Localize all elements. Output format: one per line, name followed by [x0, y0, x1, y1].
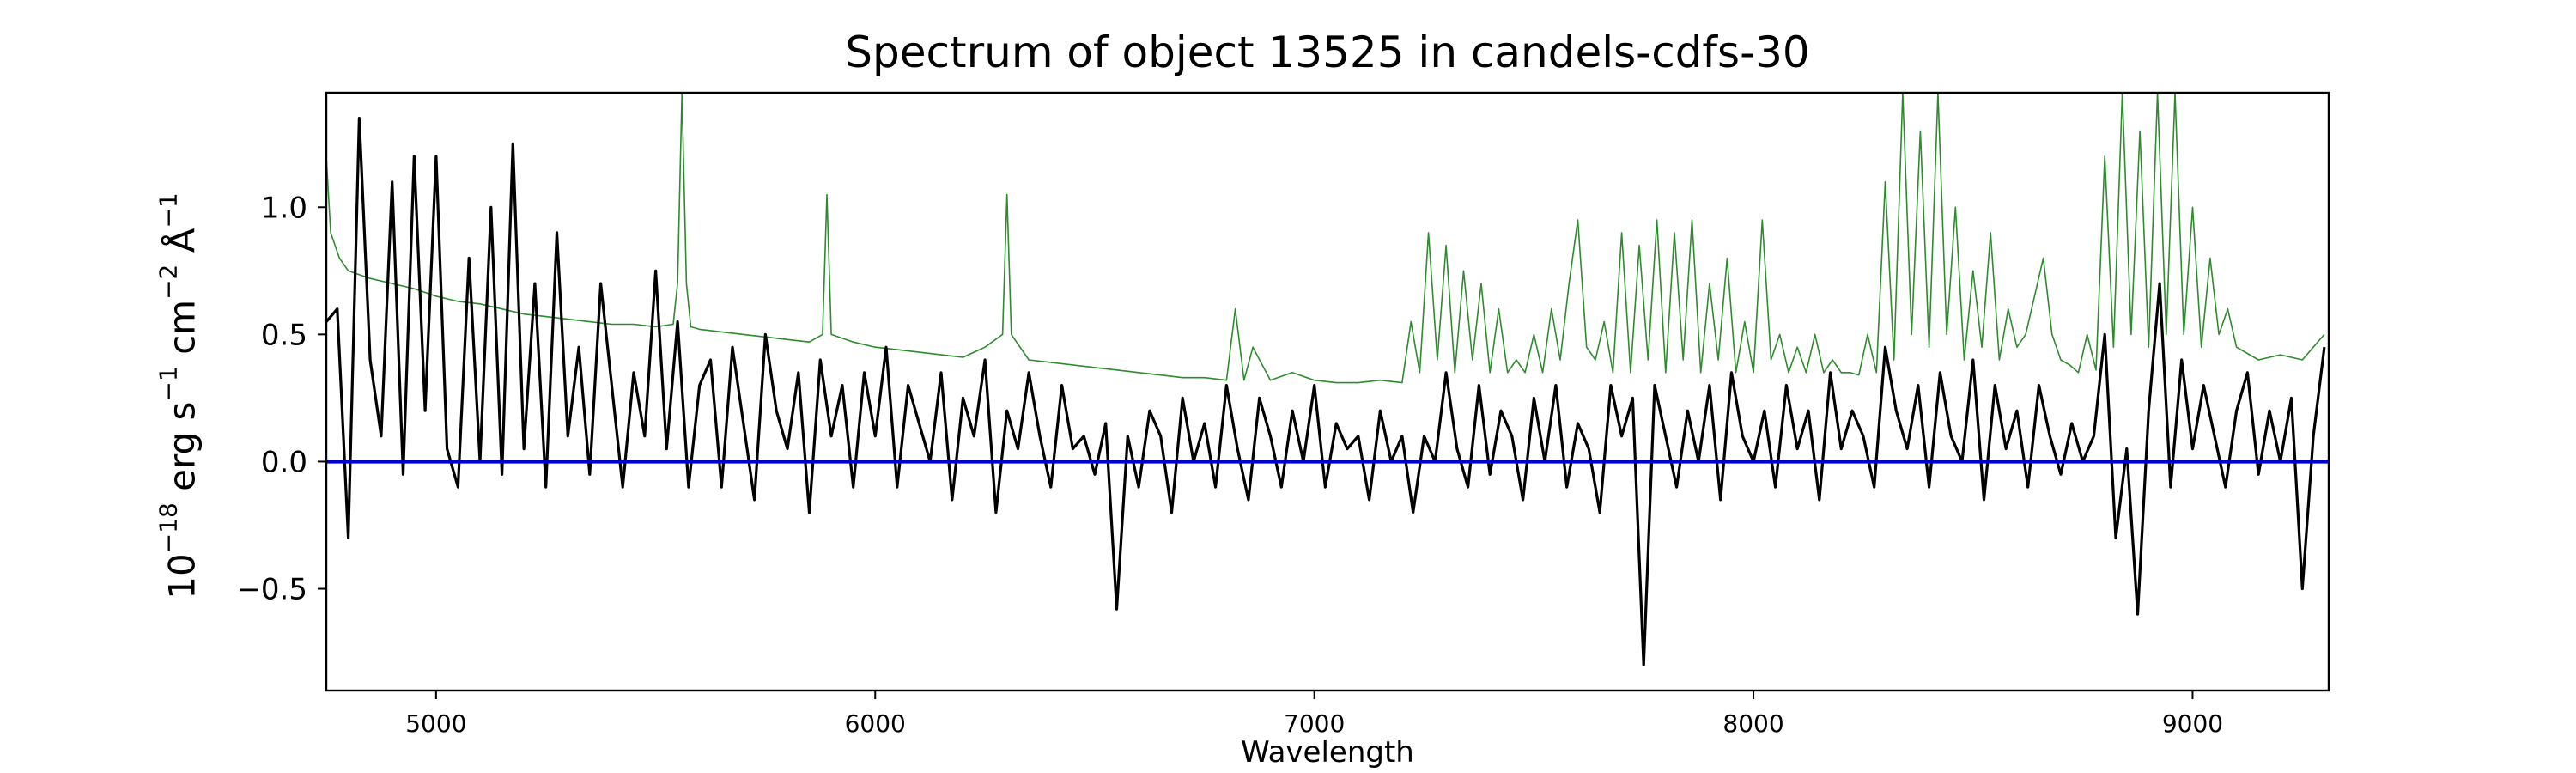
y-tick-label: 0.5 [261, 318, 307, 352]
x-tick-label: 7000 [1284, 709, 1345, 738]
x-tick-label: 8000 [1722, 709, 1783, 738]
axes-frame [325, 91, 2330, 692]
x-tick-label: 9000 [2162, 709, 2223, 738]
y-tick-label: 1.0 [261, 191, 307, 225]
error-series-line [326, 93, 2325, 384]
y-tick-label: 0.0 [261, 445, 307, 479]
chart-title: Spectrum of object 13525 in candels-cdfs… [845, 27, 1810, 77]
y-tick-label: −0.5 [236, 573, 307, 607]
flux-series-line [326, 117, 2326, 667]
x-axis-label: Wavelength [1241, 735, 1414, 770]
x-tick-label: 5000 [405, 709, 466, 738]
x-tick-label: 6000 [845, 709, 906, 738]
y-axis-label: 10−18 erg s−1 cm−2 Å−1 [154, 192, 204, 600]
